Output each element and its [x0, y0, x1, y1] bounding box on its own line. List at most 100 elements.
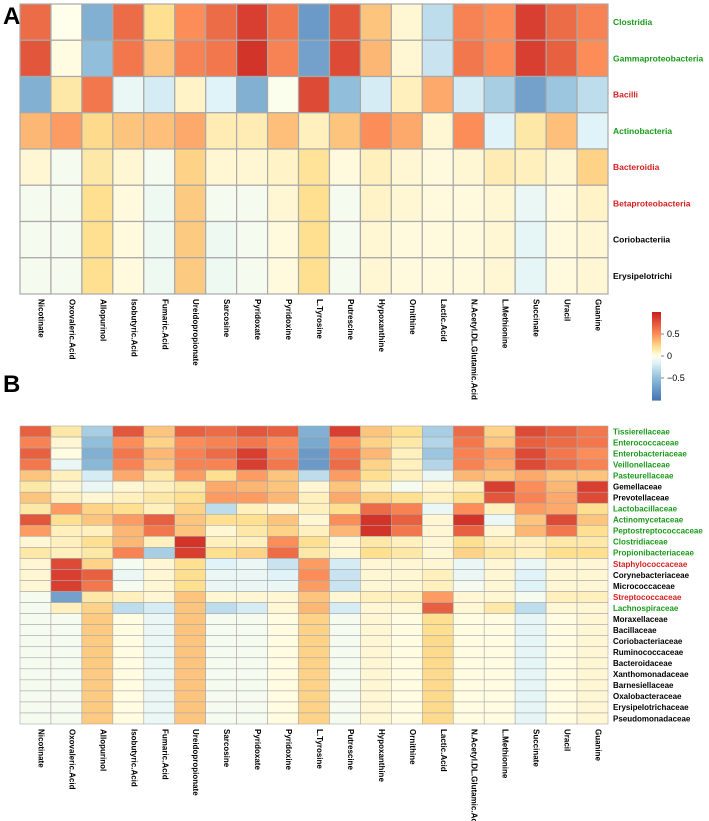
- heatmap-cell: [545, 712, 578, 725]
- heatmap-cell: [174, 184, 207, 223]
- column-label: L.Tyrosine: [315, 729, 324, 769]
- column-label: Guanine: [594, 299, 603, 332]
- colorbar-segment: [652, 375, 661, 378]
- heatmap-cell: [545, 220, 578, 259]
- heatmap-cell: [81, 257, 114, 295]
- heatmap-cell: [452, 558, 485, 570]
- heatmap-cell: [360, 558, 392, 570]
- heatmap-cell: [267, 525, 299, 537]
- heatmap-cell: [50, 220, 83, 259]
- heatmap-cell: [483, 613, 516, 625]
- heatmap-cell: [143, 679, 176, 692]
- heatmap-cell: [81, 436, 114, 449]
- heatmap-cell: [19, 257, 52, 295]
- heatmap-cell: [297, 220, 331, 259]
- heatmap-cell: [360, 580, 392, 592]
- heatmap-cell: [391, 502, 423, 515]
- heatmap-cell: [174, 701, 206, 714]
- heatmap-cell: [112, 513, 145, 526]
- colorbar-segment: [652, 391, 661, 394]
- heatmap-cell: [205, 569, 237, 581]
- heatmap-cell: [112, 690, 145, 703]
- heatmap-cell: [576, 591, 609, 603]
- heatmap-cell: [452, 257, 485, 295]
- heatmap-cell: [112, 257, 145, 295]
- column-label: L.Tyrosine: [315, 299, 324, 339]
- colorbar-segment: [652, 316, 661, 319]
- heatmap-cell: [298, 480, 330, 493]
- heatmap-cell: [205, 701, 237, 714]
- heatmap-cell: [112, 502, 145, 515]
- heatmap-cell: [50, 657, 83, 670]
- heatmap-cell: [19, 480, 52, 493]
- heatmap-cell: [545, 558, 578, 570]
- heatmap-cell: [50, 712, 83, 725]
- heatmap-cell: [452, 458, 485, 471]
- heatmap-cell: [329, 580, 361, 592]
- heatmap-cell: [514, 679, 547, 692]
- heatmap-cell: [50, 148, 83, 186]
- heatmap-cell: [236, 75, 269, 114]
- row-label: Streptococcaceae: [613, 593, 682, 602]
- heatmap-cell: [143, 668, 176, 681]
- heatmap-cell: [421, 257, 454, 295]
- heatmap-cell: [81, 646, 114, 659]
- heatmap-cell: [205, 525, 237, 537]
- heatmap-cell: [576, 525, 609, 537]
- heatmap-cell: [205, 436, 237, 449]
- heatmap-cell: [174, 580, 206, 592]
- heatmap-cell: [298, 458, 330, 471]
- colorbar-tick-label: 0: [667, 351, 672, 361]
- heatmap-cell: [205, 39, 238, 78]
- heatmap-cell: [236, 39, 269, 78]
- row-label: Actinobacteria: [613, 126, 672, 136]
- heatmap-cell: [391, 458, 423, 471]
- heatmap-cell: [112, 547, 145, 559]
- heatmap-cell: [297, 112, 331, 150]
- heatmap-cell: [19, 646, 52, 659]
- heatmap-cell: [112, 591, 145, 603]
- heatmap-cell: [452, 580, 485, 592]
- heatmap-cell: [236, 690, 268, 703]
- heatmap-cell: [422, 657, 454, 670]
- heatmap-cell: [143, 3, 176, 41]
- heatmap-cell: [391, 712, 423, 725]
- heatmap-cell: [360, 436, 392, 449]
- heatmap-cell: [390, 148, 423, 186]
- column-label: Fumaric.Acid: [160, 729, 169, 780]
- heatmap-cell: [143, 701, 176, 714]
- heatmap-cell: [452, 436, 485, 449]
- heatmap-cell: [19, 525, 52, 537]
- heatmap-cell: [390, 257, 423, 295]
- heatmap-cell: [50, 257, 83, 295]
- colorbar-segment: [652, 314, 661, 317]
- heatmap-cell: [483, 679, 516, 692]
- heatmap-cell: [360, 712, 392, 725]
- heatmap-cell: [545, 513, 578, 526]
- column-label: Pyridoxate: [253, 299, 262, 340]
- heatmap-cell: [267, 491, 299, 504]
- heatmap-cell: [391, 613, 423, 625]
- heatmap-cell: [452, 569, 485, 581]
- heatmap-cell: [514, 602, 547, 614]
- row-label: Barnesiellaceae: [613, 681, 674, 690]
- heatmap-cell: [174, 491, 206, 504]
- heatmap-cell: [112, 646, 145, 659]
- row-label: Bacteroidaceae: [613, 659, 673, 668]
- heatmap-cell: [205, 558, 237, 570]
- heatmap-cell: [81, 547, 114, 559]
- colorbar-segment: [652, 329, 661, 332]
- heatmap-cell: [50, 580, 83, 592]
- heatmap-cell: [267, 602, 299, 614]
- row-label: Erysipelotrichi: [613, 271, 672, 281]
- heatmap-cell: [19, 39, 52, 78]
- heatmap-cell: [298, 624, 330, 637]
- heatmap-cell: [452, 447, 485, 460]
- heatmap-cell: [452, 425, 485, 438]
- heatmap-cell: [205, 547, 237, 559]
- heatmap-cell: [112, 569, 145, 581]
- heatmap-cell: [19, 148, 52, 186]
- heatmap-cell: [19, 547, 52, 559]
- heatmap-cell: [422, 513, 454, 526]
- heatmap-cell: [514, 668, 547, 681]
